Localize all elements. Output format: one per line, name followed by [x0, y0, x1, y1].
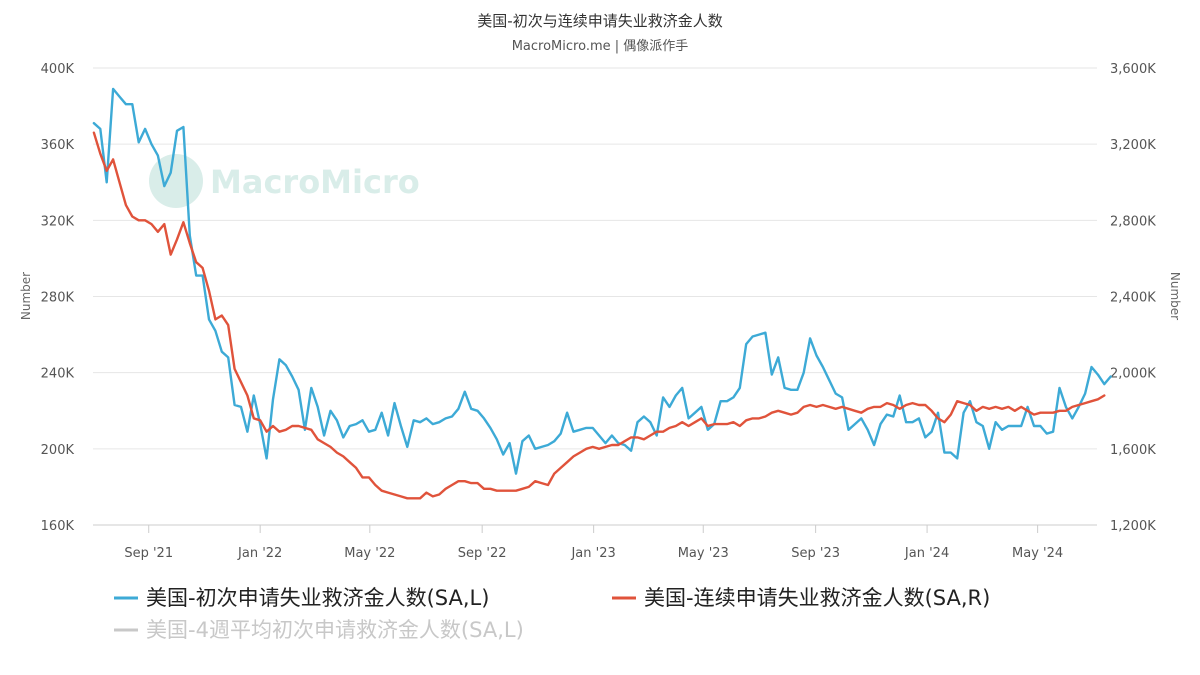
grid	[93, 67, 1097, 526]
y-right-tick-label: 2,800K	[1110, 214, 1156, 229]
y-left-tick-label: 400K	[41, 62, 75, 77]
legend-label: 美国-连续申请失业救济金人数(SA,R)	[644, 586, 990, 610]
x-axis: Sep '21 Jan '22 May '22 Sep '22 Jan '23 May '…	[93, 524, 1097, 561]
y-right-tick-label: 2,000K	[1110, 367, 1156, 382]
y-left-tick-label: 280K	[41, 291, 75, 306]
y-right-tick-label: 1,600K	[1110, 443, 1156, 458]
x-tick-label: Jan '23	[570, 546, 615, 561]
y-axis-left: 160K 200K 240K 280K 320K 360K 400K	[41, 62, 75, 534]
series-line-0	[92, 87, 1112, 475]
watermark-logo-icon	[149, 154, 203, 208]
x-tick-label: Sep '23	[791, 546, 840, 561]
y-left-tick-label: 200K	[41, 443, 75, 458]
y-left-tick-label: 240K	[41, 367, 75, 382]
legend-item-2[interactable]: 美国-4週平均初次申请救济金人数(SA,L)	[114, 618, 524, 642]
x-tick-label: Sep '22	[458, 546, 507, 561]
legend-item-1[interactable]: 美国-连续申请失业救济金人数(SA,R)	[612, 586, 990, 610]
x-tick-label: Jan '24	[904, 546, 949, 561]
x-tick-label: Sep '21	[124, 546, 173, 561]
x-tick-label: Jan '22	[237, 546, 282, 561]
watermark-text: MacroMicro	[210, 163, 420, 201]
series-line-1	[92, 131, 1106, 500]
x-tick-label: May '23	[678, 546, 729, 561]
series-layer	[92, 87, 1112, 500]
y-left-tick-label: 160K	[41, 519, 75, 534]
y-left-tick-label: 320K	[41, 214, 75, 229]
legend-item-0[interactable]: 美国-初次申请失业救济金人数(SA,L)	[114, 586, 489, 610]
x-tick-label: May '24	[1012, 546, 1063, 561]
y-axis-right-title: Number	[1168, 272, 1182, 320]
y-right-tick-label: 2,400K	[1110, 291, 1156, 306]
y-axis-left-title: Number	[19, 272, 33, 320]
y-left-tick-label: 360K	[41, 138, 75, 153]
legend-label: 美国-4週平均初次申请救济金人数(SA,L)	[146, 618, 524, 642]
y-axis-right: 1,200K 1,600K 2,000K 2,400K 2,800K 3,200K 3,60…	[1110, 62, 1156, 534]
legend-label: 美国-初次申请失业救济金人数(SA,L)	[146, 586, 489, 610]
legend: 美国-初次申请失业救济金人数(SA,L) 美国-连续申请失业救济金人数(SA,R)…	[114, 586, 990, 642]
x-tick-label: May '22	[344, 546, 395, 561]
y-right-tick-label: 3,200K	[1110, 138, 1156, 153]
chart-subtitle: MacroMicro.me | 偶像派作手	[512, 39, 689, 54]
watermark: MacroMicro	[149, 154, 420, 208]
y-right-tick-label: 1,200K	[1110, 519, 1156, 534]
chart-title: 美国-初次与连续申请失业救济金人数	[477, 12, 722, 30]
y-right-tick-label: 3,600K	[1110, 62, 1156, 77]
